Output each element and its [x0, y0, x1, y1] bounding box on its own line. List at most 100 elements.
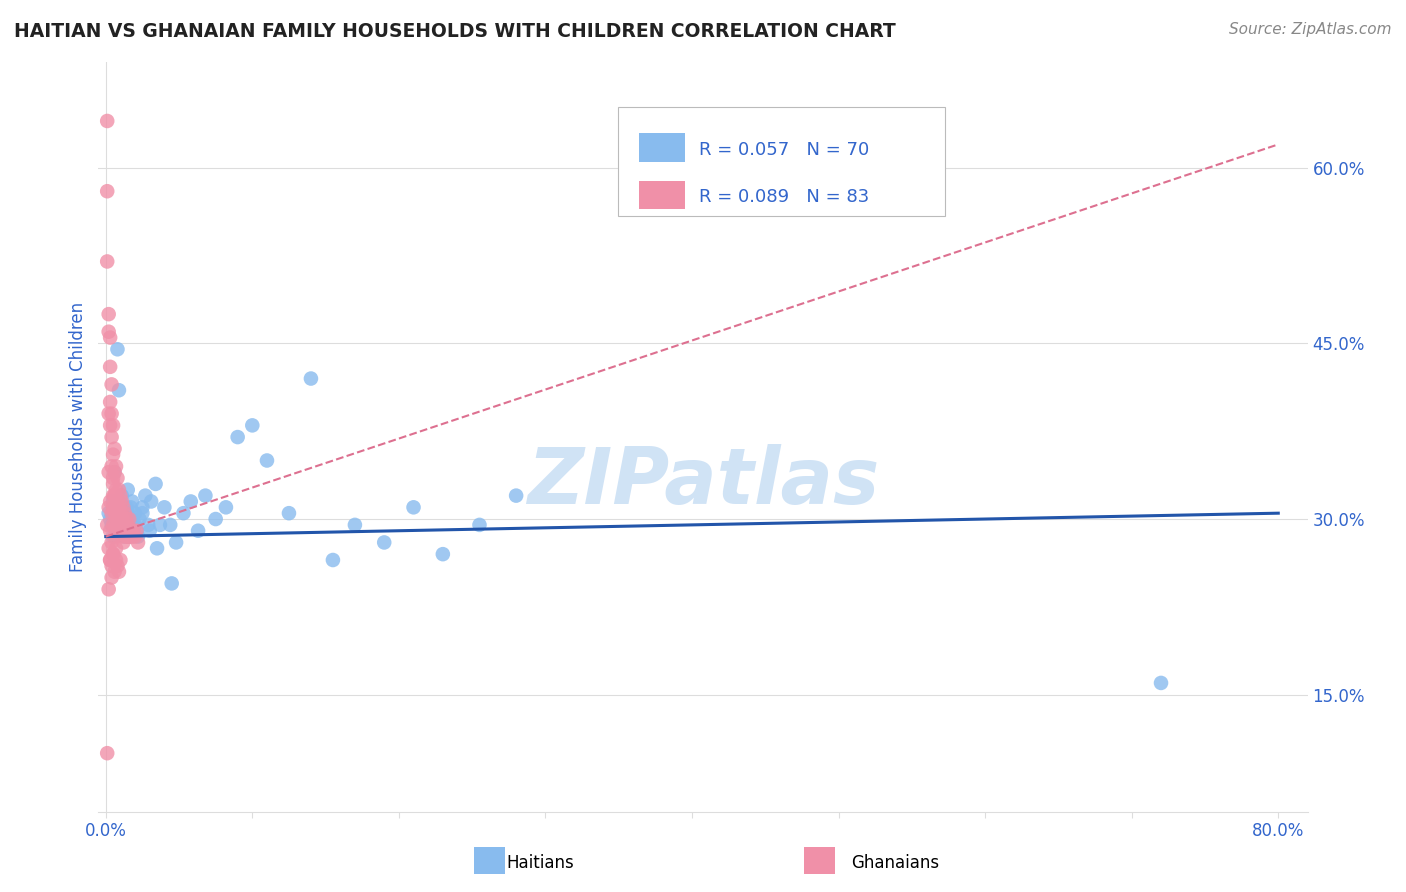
- Point: [97, 307, 120, 321]
- Point: [153, 500, 176, 515]
- Point: [100, 407, 122, 421]
- Point: [107, 494, 129, 508]
- Point: [146, 541, 169, 556]
- Point: [115, 517, 138, 532]
- Point: [101, 517, 124, 532]
- Text: R = 0.089   N = 83: R = 0.089 N = 83: [699, 188, 870, 206]
- Point: [256, 453, 278, 467]
- Point: [105, 500, 128, 515]
- Point: [115, 512, 138, 526]
- Point: [172, 506, 194, 520]
- Point: [114, 530, 136, 544]
- Point: [97, 541, 120, 556]
- Point: [98, 395, 121, 409]
- Point: [105, 506, 128, 520]
- Point: [121, 494, 143, 508]
- Text: HAITIAN VS GHANAIAN FAMILY HOUSEHOLDS WITH CHILDREN CORRELATION CHART: HAITIAN VS GHANAIAN FAMILY HOUSEHOLDS WI…: [14, 22, 896, 41]
- Point: [107, 506, 129, 520]
- Point: [105, 483, 128, 497]
- Point: [127, 535, 149, 549]
- Point: [149, 517, 172, 532]
- Point: [108, 565, 131, 579]
- Point: [96, 184, 118, 198]
- Point: [112, 517, 135, 532]
- Point: [505, 489, 527, 503]
- Point: [125, 524, 148, 538]
- Point: [120, 500, 142, 515]
- Point: [112, 517, 135, 532]
- Point: [105, 459, 128, 474]
- Point: [111, 512, 134, 526]
- Point: [111, 489, 134, 503]
- Point: [103, 512, 125, 526]
- Point: [110, 506, 132, 520]
- Text: ZIPatlas: ZIPatlas: [527, 444, 879, 520]
- Point: [101, 448, 124, 462]
- Point: [103, 465, 125, 479]
- Text: R = 0.057   N = 70: R = 0.057 N = 70: [699, 141, 870, 159]
- Text: Source: ZipAtlas.com: Source: ZipAtlas.com: [1229, 22, 1392, 37]
- Point: [105, 500, 128, 515]
- Point: [98, 512, 121, 526]
- Point: [103, 530, 125, 544]
- Point: [136, 517, 159, 532]
- Point: [373, 535, 395, 549]
- Point: [194, 489, 217, 503]
- Point: [100, 571, 122, 585]
- Point: [131, 500, 153, 515]
- Point: [105, 517, 128, 532]
- Point: [128, 512, 150, 526]
- Point: [97, 500, 120, 515]
- Point: [101, 494, 124, 508]
- Point: [118, 512, 141, 526]
- Point: [160, 576, 183, 591]
- Point: [111, 530, 134, 544]
- Point: [97, 465, 120, 479]
- Point: [105, 517, 128, 532]
- FancyBboxPatch shape: [638, 133, 685, 162]
- Point: [108, 483, 131, 497]
- Point: [101, 476, 124, 491]
- Point: [98, 553, 121, 567]
- Point: [122, 524, 145, 538]
- Point: [96, 746, 118, 760]
- Point: [105, 517, 128, 532]
- Point: [101, 418, 124, 433]
- Point: [120, 524, 142, 538]
- Point: [117, 506, 139, 520]
- Point: [111, 494, 134, 508]
- Point: [98, 553, 121, 567]
- Point: [107, 517, 129, 532]
- Point: [118, 512, 141, 526]
- Point: [100, 517, 122, 532]
- Point: [343, 517, 366, 532]
- Point: [468, 517, 491, 532]
- Point: [226, 430, 249, 444]
- Point: [117, 483, 139, 497]
- Point: [105, 553, 128, 567]
- Point: [103, 442, 125, 456]
- Point: [101, 500, 124, 515]
- Point: [103, 489, 125, 503]
- Point: [110, 524, 132, 538]
- Point: [240, 418, 263, 433]
- Point: [141, 494, 163, 508]
- Point: [108, 384, 131, 398]
- Point: [117, 517, 139, 532]
- Point: [98, 330, 121, 344]
- Point: [97, 407, 120, 421]
- Point: [110, 553, 132, 567]
- Point: [125, 524, 148, 538]
- Point: [103, 489, 125, 503]
- Point: [96, 254, 118, 268]
- Point: [110, 512, 132, 526]
- Point: [107, 343, 129, 357]
- Point: [299, 371, 322, 385]
- Point: [101, 530, 124, 544]
- Point: [98, 418, 121, 433]
- Point: [100, 535, 122, 549]
- Point: [101, 489, 124, 503]
- Point: [118, 530, 141, 544]
- Point: [98, 494, 121, 508]
- Point: [110, 500, 132, 515]
